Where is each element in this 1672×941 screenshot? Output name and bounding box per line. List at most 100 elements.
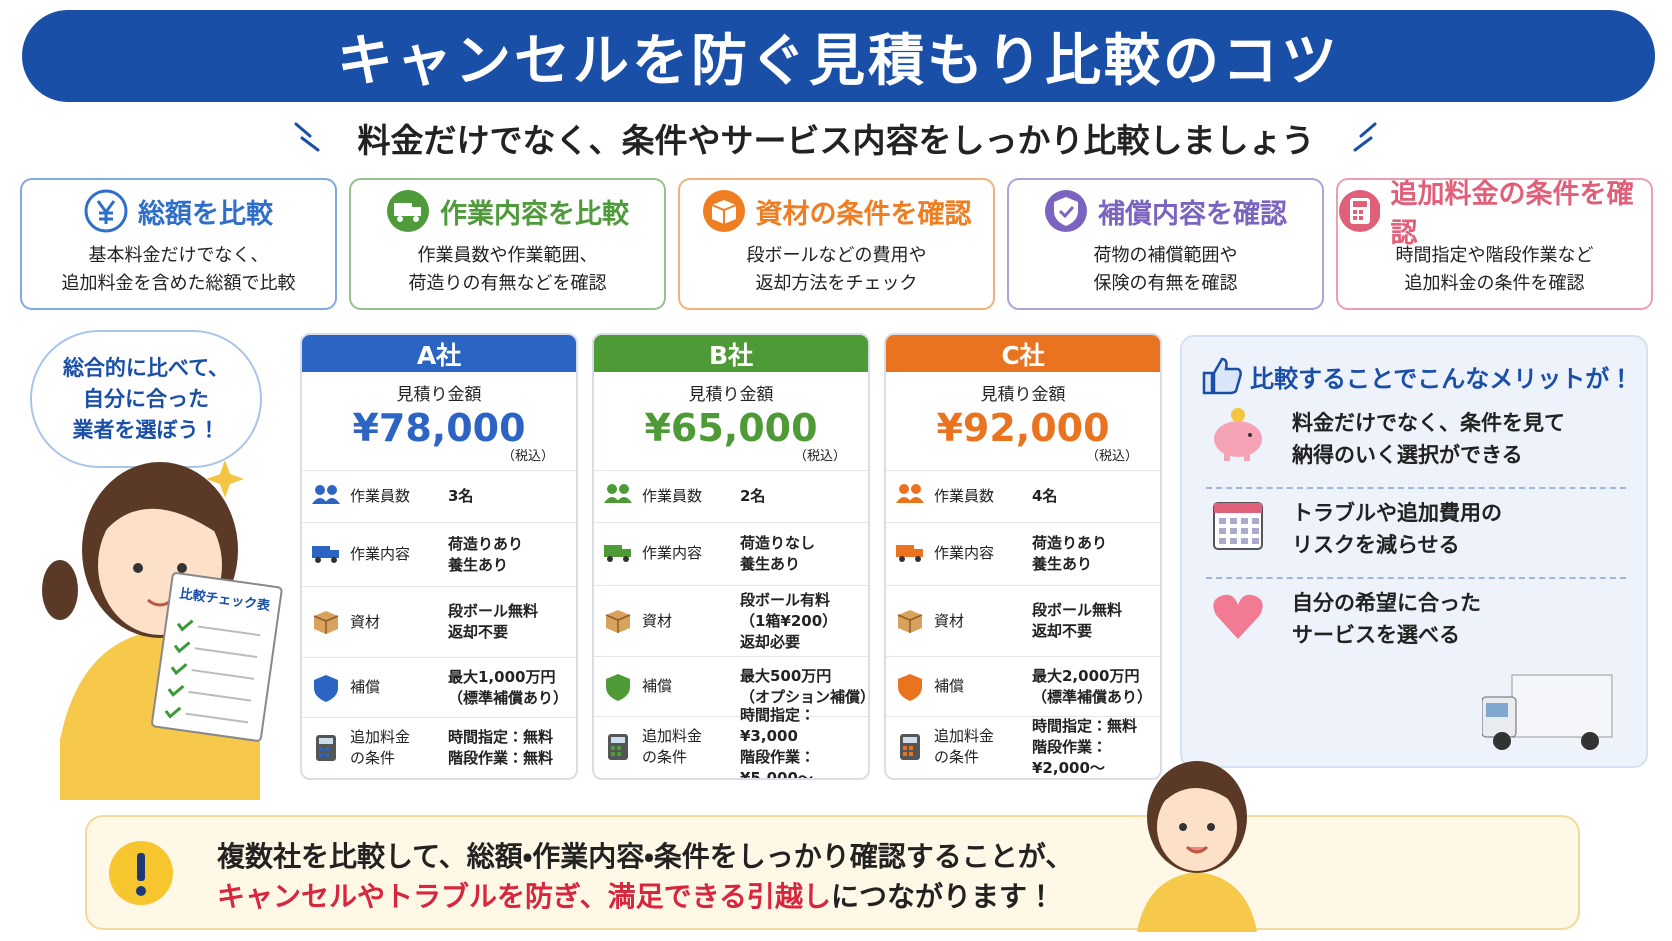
row-value-line: 2名 xyxy=(740,486,766,505)
title-bar: キャンセルを防ぐ見積もり比較のコツ xyxy=(22,10,1655,102)
icon xyxy=(1214,408,1262,461)
row-icon xyxy=(594,606,642,636)
tip-head: 補償内容を確認 xyxy=(1009,180,1322,242)
tax-label: （税込） xyxy=(1085,448,1138,464)
tip-line: 保険の有無を確認 xyxy=(1093,273,1238,294)
row-value-line: 時間指定：無料 xyxy=(448,728,554,747)
icon xyxy=(604,484,632,504)
row-label-line: 作業員数 xyxy=(642,486,703,505)
tip-title: 総額を比較 xyxy=(138,198,273,230)
tax-label: （税込） xyxy=(501,449,554,465)
tip-line: 荷物の補償範囲や xyxy=(1093,245,1238,266)
tip-card: 総額を比較基本料金だけでなく、 追加料金を含めた総額で比較 xyxy=(20,178,337,310)
tip-desc: 段ボールなどの費用や 返却方法をチェック xyxy=(680,242,993,298)
row-value: 時間指定：無料 階段作業：無料 xyxy=(448,727,576,769)
bubble-line: 業者を選ぼう！ xyxy=(72,417,220,442)
company-row: 作業内容 荷造りなし 養生あり xyxy=(594,523,868,587)
icon xyxy=(896,544,923,562)
company-row: 追加料金 の条件 時間指定：¥3,000 階段作業：¥5,000〜 xyxy=(594,706,868,778)
row-value-line: 4名 xyxy=(1032,486,1058,505)
tip-head: 追加料金の条件を確認 xyxy=(1338,179,1651,249)
row-value-line: 段ボール無料 xyxy=(448,602,539,621)
icon xyxy=(84,189,128,233)
row-label-line: 追加料金 xyxy=(934,727,995,746)
row-value: 3名 xyxy=(448,486,576,507)
icon xyxy=(312,484,340,504)
row-label-line: 追加料金 xyxy=(642,727,703,746)
alert-icon xyxy=(109,841,173,905)
tip-card: 作業内容を比較作業員数や作業範囲、 荷造りの有無などを確認 xyxy=(349,178,666,310)
tip-head: 資材の条件を確認 xyxy=(680,180,993,242)
merit-item: 自分の希望に合った サービスを選べる xyxy=(1292,587,1481,651)
row-label-line: 資材 xyxy=(934,611,965,630)
row-label-line: 追加料金 xyxy=(350,728,411,747)
row-value-line: 返却必要 xyxy=(740,632,801,651)
icon xyxy=(312,545,339,563)
bubble-line: 総合的に比べて、 xyxy=(62,355,230,380)
thumbs-icon xyxy=(1202,357,1242,395)
separator xyxy=(1206,487,1626,489)
tip-line: 作業員数や作業範囲、 xyxy=(417,245,598,266)
company-row: 資材 段ボール無料 返却不要 xyxy=(302,587,576,659)
tip-line: 段ボールなどの費用や xyxy=(746,245,927,266)
footer-line: キャンセルやトラブルを防ぎ、満足できる引越しにつながります！ xyxy=(217,877,1073,917)
price-value: ¥65,000 xyxy=(644,406,818,451)
row-label: 作業内容 xyxy=(642,543,740,564)
tip-title: 追加料金の条件を確認 xyxy=(1390,179,1634,249)
row-value: 最大500万円 （オプション補償） xyxy=(740,666,868,708)
company-header: C社 xyxy=(886,335,1160,373)
person-illustration: 比較チェック表 xyxy=(42,460,283,800)
row-icon xyxy=(594,672,642,702)
row-label: 補償 xyxy=(642,676,740,697)
row-value-line: 養生あり xyxy=(1032,554,1093,573)
row-icon xyxy=(302,482,350,512)
row-label-line: 作業内容 xyxy=(350,545,411,564)
row-label-line: の条件 xyxy=(350,749,396,768)
company-name: A社 xyxy=(416,340,462,370)
merit-line: 自分の希望に合った xyxy=(1292,591,1481,615)
company-name: C社 xyxy=(1001,340,1045,370)
price-box: 見積り金額 ¥92,000 （税込） xyxy=(886,372,1160,471)
row-icon xyxy=(886,481,934,511)
company-row: 資材 段ボール有料 （1箱¥200） 返却必要 xyxy=(594,586,868,658)
tip-desc: 作業員数や作業範囲、 荷造りの有無などを確認 xyxy=(351,242,664,298)
company-row: 補償 最大1,000万円 （標準補償あり） xyxy=(302,658,576,719)
icon xyxy=(314,674,338,702)
icon xyxy=(387,190,429,232)
merits-title: 比較することでこんなメリットが！ xyxy=(1250,365,1634,393)
row-label: 作業内容 xyxy=(934,543,1032,564)
tip-title: 作業内容を比較 xyxy=(440,198,629,230)
row-label-line: 作業内容 xyxy=(934,544,995,563)
row-value-line: 最大1,000万円 xyxy=(448,667,556,686)
icon xyxy=(1213,502,1263,550)
merit-line: サービスを選べる xyxy=(1292,623,1460,647)
footer-banner: 複数社を比較して、総額・作業内容・条件をしっかり確認することが、 キャンセルやト… xyxy=(85,761,1580,932)
company-header: A社 xyxy=(302,335,576,373)
company-header: B社 xyxy=(594,335,868,373)
row-value-line: 時間指定：¥3,000 xyxy=(740,706,816,746)
row-label-line: の条件 xyxy=(934,748,980,767)
icon xyxy=(702,190,745,232)
row-icon xyxy=(594,481,642,511)
row-value: 荷造りあり 養生あり xyxy=(448,534,576,576)
row-icon xyxy=(594,539,642,569)
company-row: 作業員数 2名 xyxy=(594,471,868,523)
footer-highlight: キャンセルやトラブルを防ぎ、満足できる引越し xyxy=(217,880,832,913)
row-value-line: 最大2,000万円 xyxy=(1032,666,1140,685)
separator xyxy=(1206,577,1626,579)
company-card: C社 見積り金額 ¥92,000 （税込） 作業員数 4名 作業内容 荷造りあり 養生あり 資材 段… xyxy=(884,333,1162,780)
tax-label: （税込） xyxy=(793,448,846,464)
company-row: 追加料金の条件 時間指定：無料 階段作業：¥2,000〜 xyxy=(886,717,1160,778)
row-label-line: 補償 xyxy=(934,677,965,696)
row-value-line: 階段作業：無料 xyxy=(448,749,554,768)
row-label-line: 補償 xyxy=(350,678,381,697)
row-value-line: 養生あり xyxy=(740,554,801,573)
merits-panel: 比較することでこんなメリットが！ 料金だけでなく、条件を見て 納得のいく選択ができる… xyxy=(1180,335,1648,768)
tip-desc: 基本料金だけでなく、 追加料金を含めた総額で比較 xyxy=(22,242,335,298)
row-label-line: 資材 xyxy=(642,611,673,630)
tip-head: 総額を比較 xyxy=(22,180,335,242)
icon xyxy=(313,611,339,635)
merit-line: リスクを減らせる xyxy=(1292,533,1460,557)
row-value: 時間指定：無料 階段作業：¥2,000〜 xyxy=(1032,716,1160,778)
